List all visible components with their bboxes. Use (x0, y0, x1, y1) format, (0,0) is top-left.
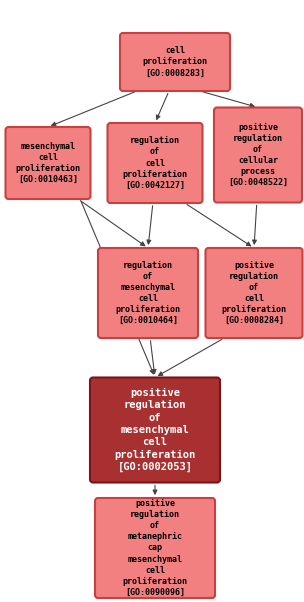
FancyBboxPatch shape (95, 498, 215, 598)
Text: regulation
of
cell
proliferation
[GO:0042127]: regulation of cell proliferation [GO:004… (123, 136, 188, 190)
Text: positive
regulation
of
mesenchymal
cell
proliferation
[GO:0002053]: positive regulation of mesenchymal cell … (114, 388, 196, 473)
Text: positive
regulation
of
metanephric
cap
mesenchymal
cell
proliferation
[GO:009009: positive regulation of metanephric cap m… (123, 499, 188, 597)
Text: cell
proliferation
[GO:0008283]: cell proliferation [GO:0008283] (143, 46, 208, 78)
Text: positive
regulation
of
cell
proliferation
[GO:0008284]: positive regulation of cell proliferatio… (222, 261, 286, 325)
FancyBboxPatch shape (98, 248, 198, 338)
Text: positive
regulation
of
cellular
process
[GO:0048522]: positive regulation of cellular process … (228, 123, 288, 187)
FancyBboxPatch shape (120, 33, 230, 91)
FancyBboxPatch shape (5, 127, 91, 199)
FancyBboxPatch shape (214, 108, 302, 202)
FancyBboxPatch shape (108, 123, 202, 203)
Text: regulation
of
mesenchymal
cell
proliferation
[GO:0010464]: regulation of mesenchymal cell prolifera… (116, 261, 181, 325)
FancyBboxPatch shape (90, 377, 220, 482)
FancyBboxPatch shape (206, 248, 302, 338)
Text: mesenchymal
cell
proliferation
[GO:0010463]: mesenchymal cell proliferation [GO:00104… (16, 142, 81, 184)
